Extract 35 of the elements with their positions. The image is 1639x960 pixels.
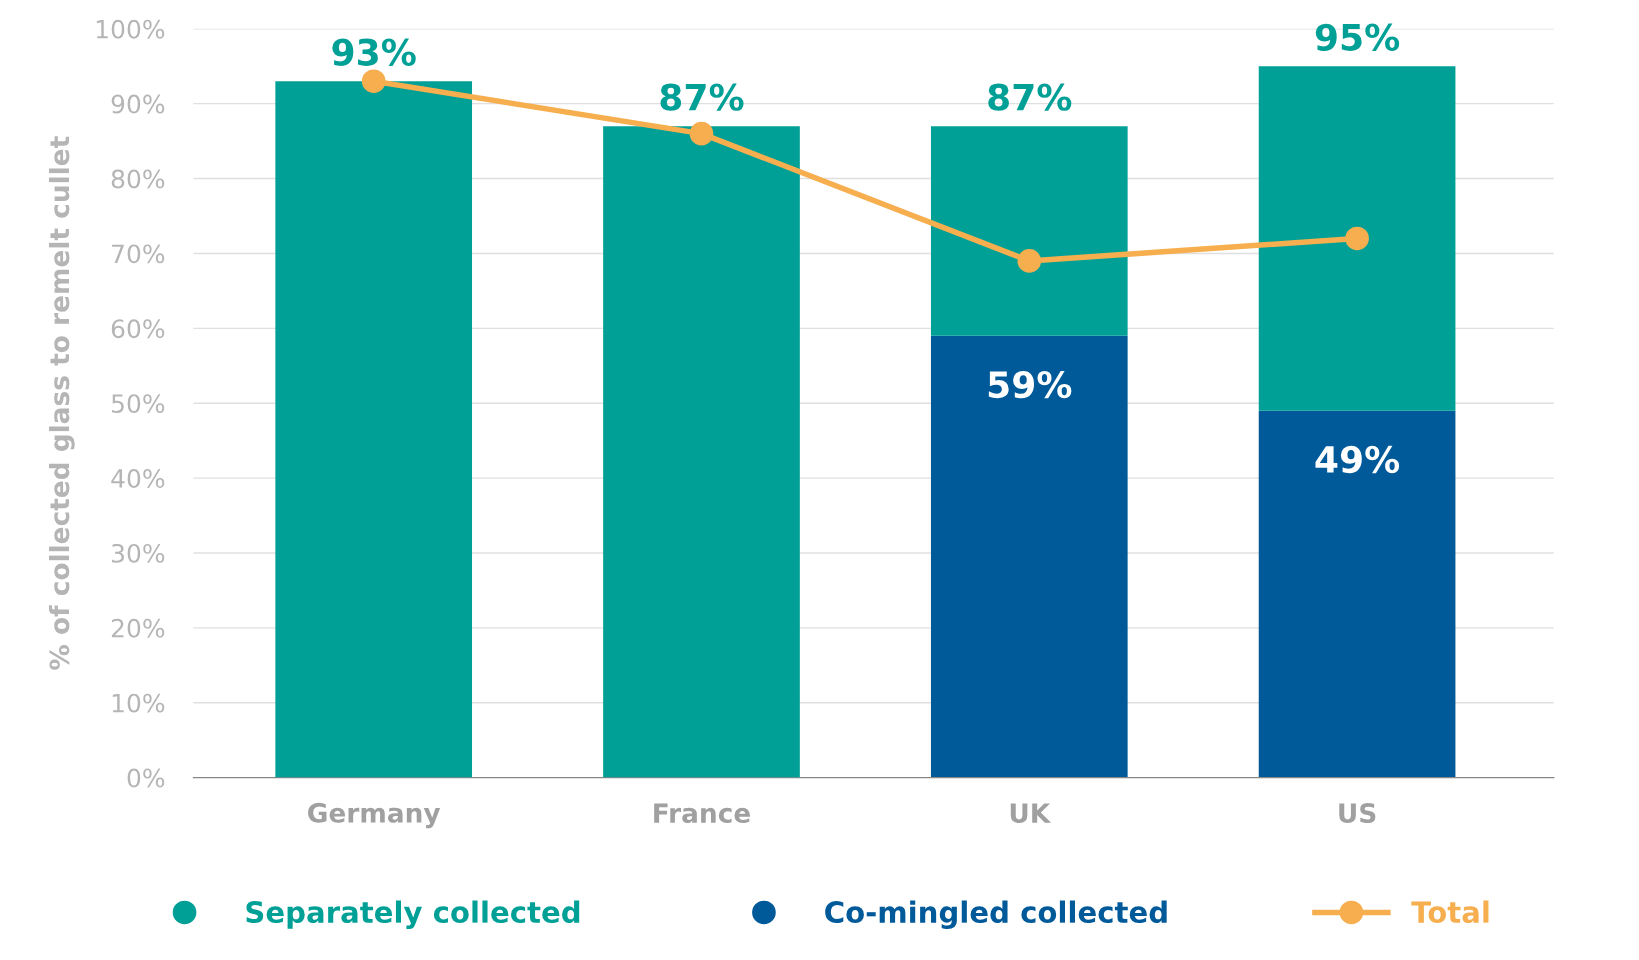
y-tick-label: 30%: [111, 543, 165, 563]
point: [1017, 249, 1042, 273]
x-tick-label: Germany: [308, 802, 441, 829]
y-tick-label: 50%: [111, 394, 165, 414]
bar: [1258, 66, 1456, 411]
y-tick-label: 70%: [112, 244, 165, 264]
bar: [275, 81, 473, 778]
bar: [930, 126, 1128, 336]
y-tick-label: 10%: [112, 693, 165, 713]
legend-label: Separately collected: [246, 900, 580, 929]
x-tick-label: UK: [1010, 803, 1052, 824]
x-tick-label: France: [654, 803, 750, 824]
y-tick-label: 100%: [96, 19, 165, 39]
total-label: 95%: [1315, 23, 1400, 51]
y-tick-label: 0%: [127, 768, 165, 788]
y-tick-label: 80%: [111, 169, 165, 189]
total-label: 87%: [988, 83, 1072, 111]
y-tick-label: 20%: [111, 618, 165, 638]
y-tick-label: 40%: [111, 469, 165, 488]
bar: [1258, 410, 1456, 778]
total-label: 93%: [332, 38, 416, 66]
data-label: 49%: [1315, 445, 1400, 474]
y-tick-label: 60%: [111, 319, 165, 339]
point: [1345, 226, 1369, 251]
y-tick-label: 90%: [111, 94, 165, 114]
bar: [603, 126, 800, 778]
legend-label: Total: [1411, 900, 1489, 924]
y-axis-title: % of collected glass to remelt cullet: [48, 136, 75, 670]
x-tick-label: US: [1339, 803, 1376, 824]
data-label: 59%: [988, 370, 1072, 399]
legend-label: Co-mingled collected: [825, 900, 1167, 929]
point: [361, 69, 386, 94]
total-label: 87%: [660, 83, 744, 111]
point: [689, 121, 714, 146]
bar: [930, 335, 1128, 778]
